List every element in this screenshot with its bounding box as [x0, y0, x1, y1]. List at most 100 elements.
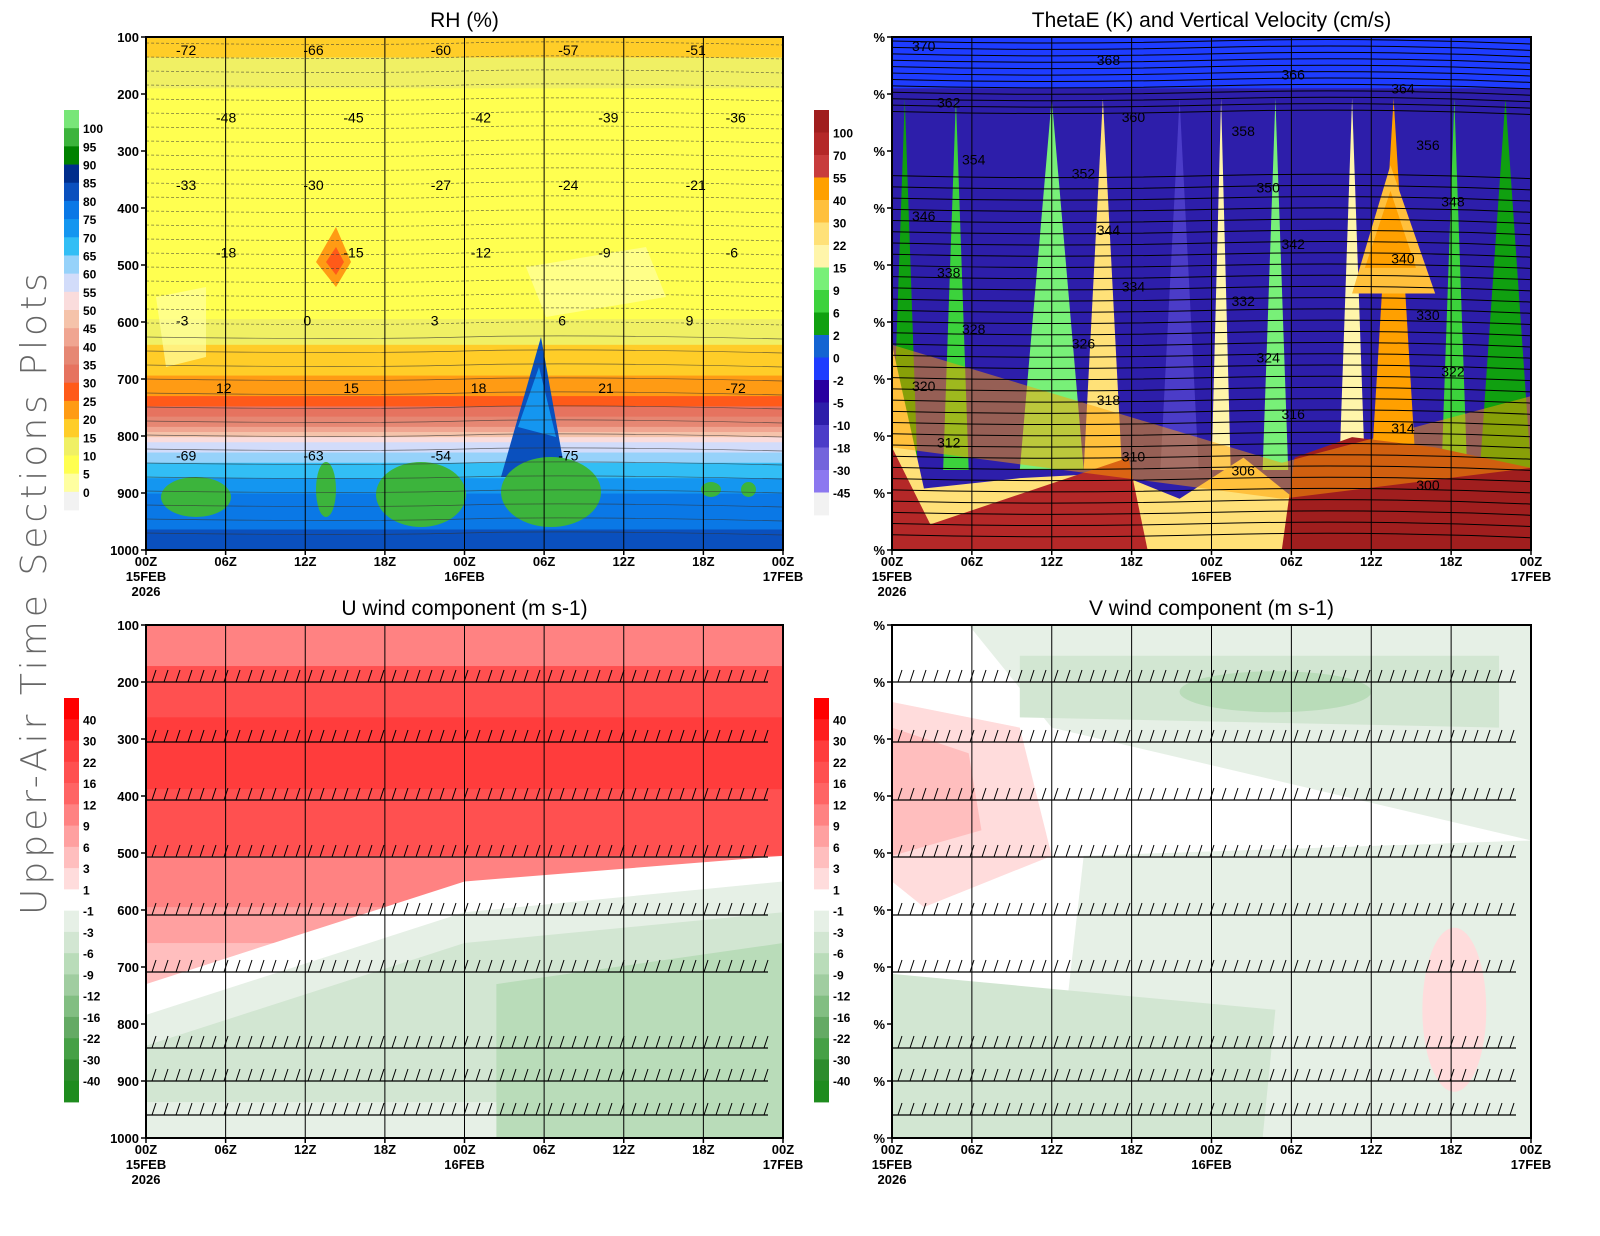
colorbar-swatch	[814, 889, 829, 912]
colorbar-label: 55	[83, 286, 97, 300]
wind-barb	[1233, 669, 1239, 683]
colorbar-label: 2	[833, 329, 840, 343]
x-date-label: 16FEB	[444, 569, 484, 584]
wind-barb	[921, 729, 927, 743]
wind-barb	[981, 959, 987, 973]
wind-barb	[631, 787, 637, 801]
wind-barb	[475, 1068, 481, 1082]
wind-barb	[343, 844, 349, 858]
wind-barb	[1281, 902, 1287, 916]
wind-barb	[1437, 787, 1443, 801]
wind-barb	[451, 1102, 457, 1116]
wind-barb	[319, 902, 325, 916]
wind-barb	[921, 844, 927, 858]
wind-barb	[715, 669, 721, 683]
wind-barb	[475, 1102, 481, 1116]
wind-barb	[679, 959, 685, 973]
wind-barb	[175, 729, 181, 743]
wind-barb	[319, 959, 325, 973]
x-tick-label: 06Z	[533, 1142, 555, 1157]
isotherm-line	[145, 209, 784, 214]
wind-barb	[187, 1102, 193, 1116]
colorbar-label: 1	[83, 883, 90, 897]
wind-barb	[487, 902, 493, 916]
wind-barb	[1041, 1068, 1047, 1082]
wind-barb	[739, 729, 745, 743]
wind-barb	[1509, 1102, 1515, 1116]
wind-barb	[1029, 844, 1035, 858]
wind-barb	[1197, 959, 1203, 973]
colorbar-label: 30	[83, 735, 97, 749]
wind-barb	[379, 1102, 385, 1116]
wind-barb	[391, 1068, 397, 1082]
wind-barb	[367, 902, 373, 916]
contour-label: -21	[686, 177, 706, 193]
wind-barb	[993, 787, 999, 801]
wind-barb	[1305, 1068, 1311, 1082]
wind-barb	[259, 1102, 265, 1116]
colorbar-label: 0	[83, 486, 90, 500]
wind-barb	[1089, 729, 1095, 743]
wind-barb	[607, 844, 613, 858]
wind-barb	[571, 1102, 577, 1116]
y-tick-label: %	[873, 1074, 885, 1089]
wind-barb	[1305, 787, 1311, 801]
wind-barb	[415, 902, 421, 916]
wind-barb	[1041, 1102, 1047, 1116]
wind-barb	[295, 729, 301, 743]
colorbar-swatch	[64, 804, 79, 826]
wind-barb	[475, 844, 481, 858]
x-tick-label: 00Z	[1520, 1142, 1542, 1157]
wind-barb	[1113, 669, 1119, 683]
wind-barb	[1065, 1035, 1071, 1049]
wind-barb	[1245, 1068, 1251, 1082]
wind-barb	[1173, 1102, 1179, 1116]
panel-u: U wind component (m s-1) 100 200 300 400 500 6…	[64, 597, 803, 1187]
wind-barb	[487, 1035, 493, 1049]
wind-barb	[1125, 844, 1131, 858]
colorbar-label: -12	[833, 990, 851, 1004]
wind-barb	[1353, 1068, 1359, 1082]
wind-barb	[283, 787, 289, 801]
wind-barb	[235, 1068, 241, 1082]
wind-barb	[691, 902, 697, 916]
wind-barb	[1041, 1035, 1047, 1049]
wind-barb	[957, 1035, 963, 1049]
wind-barb	[1341, 959, 1347, 973]
wind-barb	[1125, 729, 1131, 743]
wind-barb	[679, 1102, 685, 1116]
wind-barb	[571, 729, 577, 743]
wind-barb	[933, 844, 939, 858]
colorbar-swatch	[814, 335, 829, 358]
wind-barb	[1017, 1102, 1023, 1116]
wind-barb	[595, 959, 601, 973]
wind-barb	[1185, 669, 1191, 683]
wind-barb	[331, 844, 337, 858]
x-date-label: 17FEB	[763, 569, 803, 584]
contour-label: 362	[937, 95, 961, 111]
wind-barb	[391, 729, 397, 743]
x-tick-label: 00Z	[1200, 554, 1222, 569]
wind-barb	[1365, 787, 1371, 801]
rh-patch	[526, 247, 666, 317]
wind-barb	[235, 669, 241, 683]
wind-barb	[247, 902, 253, 916]
chart-title: V wind component (m s-1)	[1089, 597, 1334, 620]
wind-barb	[511, 1035, 517, 1049]
wind-barb	[1425, 844, 1431, 858]
wind-barb	[957, 729, 963, 743]
wind-barb	[1065, 787, 1071, 801]
wind-barb	[331, 1068, 337, 1082]
contour-label: 342	[1282, 236, 1306, 252]
colorbar-label: -2	[833, 374, 844, 388]
wind-barb	[679, 669, 685, 683]
wind-barb	[667, 787, 673, 801]
contour-label: 340	[1391, 250, 1415, 266]
colorbar-label: 12	[833, 798, 847, 812]
wind-barb	[319, 669, 325, 683]
wind-barb	[523, 669, 529, 683]
colorbar-swatch	[814, 380, 829, 403]
wind-barb	[343, 669, 349, 683]
wind-barb	[1233, 1102, 1239, 1116]
wind-barb	[1509, 959, 1515, 973]
